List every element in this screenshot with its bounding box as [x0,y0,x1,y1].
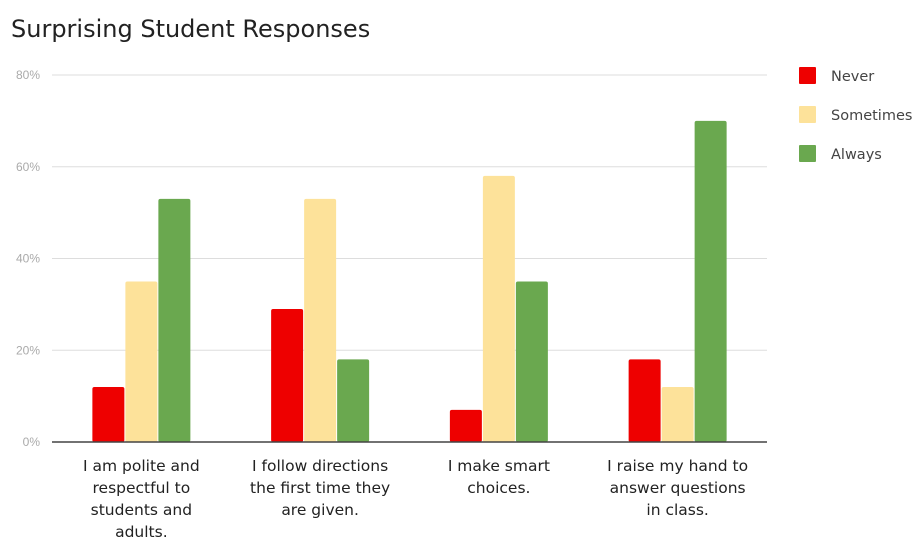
chart-title: Surprising Student Responses [11,15,370,43]
legend-label-sometimes: Sometimes [831,108,912,124]
legend: Never Sometimes Always [799,67,912,163]
bar-never-4 [628,359,661,442]
bar-always-1 [158,198,191,442]
bar-never-2 [271,308,304,442]
bar-never-1 [92,386,125,442]
legend-swatch-never [799,67,816,84]
legend-label-always: Always [831,147,882,163]
x-tick-label: I am polite and respectful to students and… [83,457,200,541]
bars [92,120,727,443]
legend-swatch-always [799,145,816,162]
y-tick-label: 0% [23,435,41,449]
bar-sometimes-1 [125,281,158,442]
y-tick-label: 20% [16,343,40,357]
bar-sometimes-3 [482,175,515,443]
bar-always-2 [337,359,370,442]
bar-sometimes-2 [304,198,337,442]
y-tick-label: 40% [16,252,40,266]
legend-swatch-sometimes [799,106,816,123]
bar-never-3 [449,409,482,442]
x-tick-label: I raise my hand to answer questions in cla… [607,457,748,519]
x-tick-label: I follow directions the first time they ar… [250,457,390,519]
x-axis: I am polite and respectful to students and… [52,441,767,541]
bar-sometimes-4 [661,386,694,442]
x-tick-label: I make smart choices. [448,457,550,497]
y-tick-label: 60% [16,160,40,174]
bar-always-3 [515,281,548,442]
y-tick-label: 80% [16,68,40,82]
legend-label-never: Never [831,69,874,85]
y-axis: 0% 20% 40% 60% 80% [16,68,40,449]
bar-always-4 [694,120,727,442]
